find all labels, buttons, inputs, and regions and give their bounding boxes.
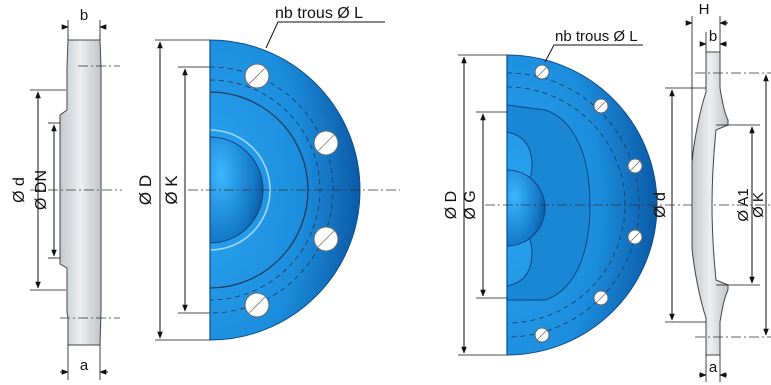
right-face-inner-dashed bbox=[506, 86, 626, 324]
b-label: b bbox=[80, 7, 88, 24]
a-label: a bbox=[80, 357, 89, 374]
right-face-recess bbox=[506, 104, 591, 301]
bolt-hole bbox=[534, 64, 550, 80]
bolt-hole bbox=[244, 63, 270, 89]
right-holes-leader bbox=[544, 44, 643, 63]
right-face-view: nb trous Ø L Ø D Ø G bbox=[443, 28, 771, 356]
dn-label: Ø DN bbox=[33, 170, 50, 210]
right-holes-label: nb trous Ø L bbox=[555, 28, 638, 45]
bolt-hole bbox=[244, 292, 270, 318]
right-b-label: b bbox=[709, 28, 717, 45]
left-face-bore bbox=[209, 136, 264, 244]
right-profile-view: H b a Ø d Ø A1 Ø K bbox=[652, 1, 771, 382]
right-a-label: a bbox=[709, 359, 718, 376]
right-profile-section bbox=[691, 51, 729, 356]
right-K-label: Ø K bbox=[750, 192, 767, 218]
bolt-hole bbox=[627, 229, 643, 245]
K-label: Ø K bbox=[162, 175, 181, 205]
right-D-label: Ø D bbox=[443, 191, 460, 219]
left-face-view: nb trous Ø L Ø D Ø K bbox=[136, 5, 400, 341]
bolt-hole bbox=[593, 290, 609, 306]
left-profile-view: b a Ø d Ø DN bbox=[11, 7, 122, 380]
holes-label: nb trous Ø L bbox=[275, 5, 363, 22]
bolt-hole bbox=[313, 130, 339, 156]
bolt-hole bbox=[593, 98, 609, 114]
A1-label: Ø A1 bbox=[735, 188, 752, 221]
left-face-raised-ring bbox=[209, 91, 309, 289]
holes-leader bbox=[265, 21, 385, 49]
bolt-hole bbox=[534, 327, 550, 343]
bolt-hole bbox=[313, 226, 339, 252]
d-label: Ø d bbox=[11, 177, 28, 203]
G-label: Ø G bbox=[462, 190, 479, 219]
left-profile-section bbox=[59, 39, 102, 346]
right-face-bore bbox=[506, 169, 546, 247]
H-label: H bbox=[699, 1, 710, 18]
D-label: Ø D bbox=[136, 175, 155, 205]
right-d-label: Ø d bbox=[652, 192, 669, 218]
bolt-hole bbox=[627, 158, 643, 174]
